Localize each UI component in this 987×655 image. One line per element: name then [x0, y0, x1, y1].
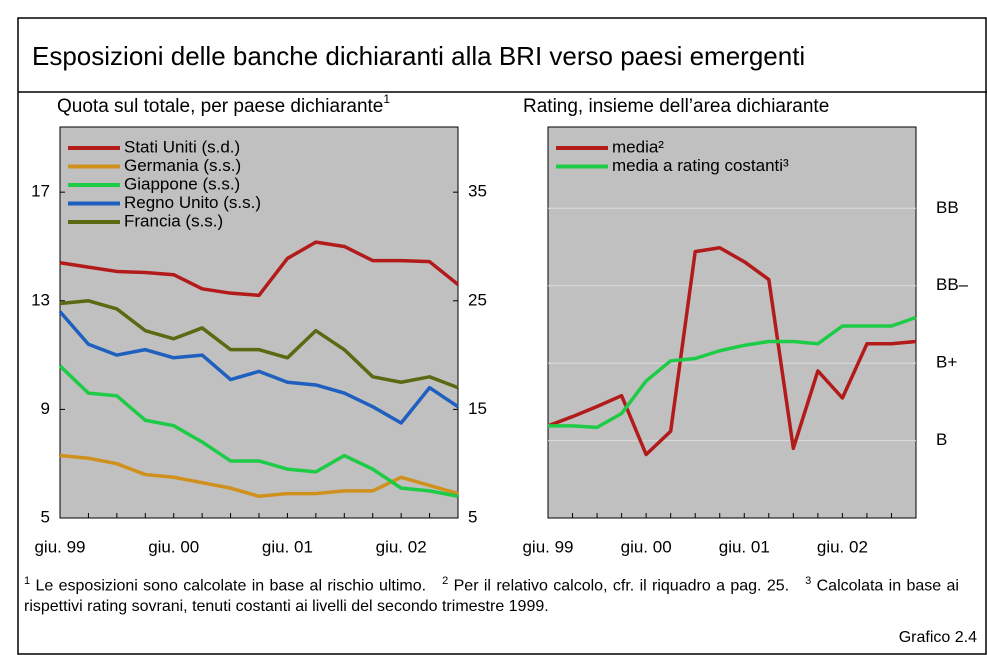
legend-label: Stati Uniti (s.d.)	[124, 137, 240, 156]
plot-area	[547, 126, 917, 519]
footnote-mark: 2	[442, 575, 449, 587]
footnote-text: Le esposizioni sono calcolate in base al…	[35, 577, 427, 595]
series-line	[548, 315, 917, 430]
panel-title: Quota sul totale, per paese dichiarante1	[57, 92, 390, 117]
x-tick-label: giu. 99	[522, 537, 573, 556]
y-tick-label: B	[936, 430, 947, 449]
series-line	[59, 299, 459, 390]
frame	[17, 17, 987, 655]
footnote-text: Per il relativo calcolo, cfr. il riquadr…	[453, 577, 790, 595]
panel-title-text: Rating, insieme dell’area dichiarante	[523, 96, 829, 117]
panel-title-text: Quota sul totale, per paese dichiarante	[57, 96, 383, 117]
panel-title-note: 1	[383, 92, 390, 106]
y-tick-label: 13	[31, 290, 50, 309]
y-tick-label: 17	[31, 182, 50, 201]
y-tick-label: BB–	[936, 275, 969, 294]
legend-label: Giappone (s.s.)	[124, 174, 240, 193]
panel-title: Rating, insieme dell’area dichiarante	[523, 96, 829, 117]
y-tick-label: 5	[41, 507, 50, 526]
figure-label: Grafico 2.4	[898, 629, 977, 646]
y-tick-label: 9	[41, 399, 50, 418]
footnote-mark: 3	[805, 575, 812, 587]
y-tick-label: BB	[936, 198, 959, 217]
x-tick-label: giu. 02	[376, 537, 427, 556]
legend-label: media²	[612, 137, 664, 156]
footnotes: 1 Le esposizioni sono calcolate in base …	[24, 571, 959, 617]
y2-tick-label: 5	[468, 507, 477, 526]
x-tick-label: giu. 01	[262, 537, 313, 556]
series-line	[59, 240, 460, 298]
x-tick-label: giu. 02	[817, 537, 868, 556]
y2-tick-label: 15	[468, 399, 487, 418]
legend-label: Francia (s.s.)	[124, 211, 223, 230]
x-tick-label: giu. 01	[719, 537, 770, 556]
x-tick-label: giu. 99	[34, 537, 85, 556]
y2-tick-label: 35	[468, 182, 487, 201]
y2-tick-label: 25	[468, 290, 487, 309]
legend-label: Germania (s.s.)	[124, 156, 241, 175]
legend-label: media a rating costanti³	[612, 156, 789, 175]
series-line	[58, 310, 459, 425]
footnote-text: Calcolata in base ai rispettivi rating s…	[24, 577, 959, 616]
series-line	[58, 364, 459, 498]
footnote-mark: 1	[24, 575, 31, 587]
y-tick-label: B+	[936, 353, 957, 372]
x-tick-label: giu. 00	[148, 537, 199, 556]
legend-label: Regno Unito (s.s.)	[124, 193, 261, 212]
chart-title: Esposizioni delle banche dichiaranti all…	[32, 41, 805, 71]
series-line	[547, 246, 917, 457]
plot-area	[59, 126, 459, 519]
x-tick-label: giu. 00	[621, 537, 672, 556]
